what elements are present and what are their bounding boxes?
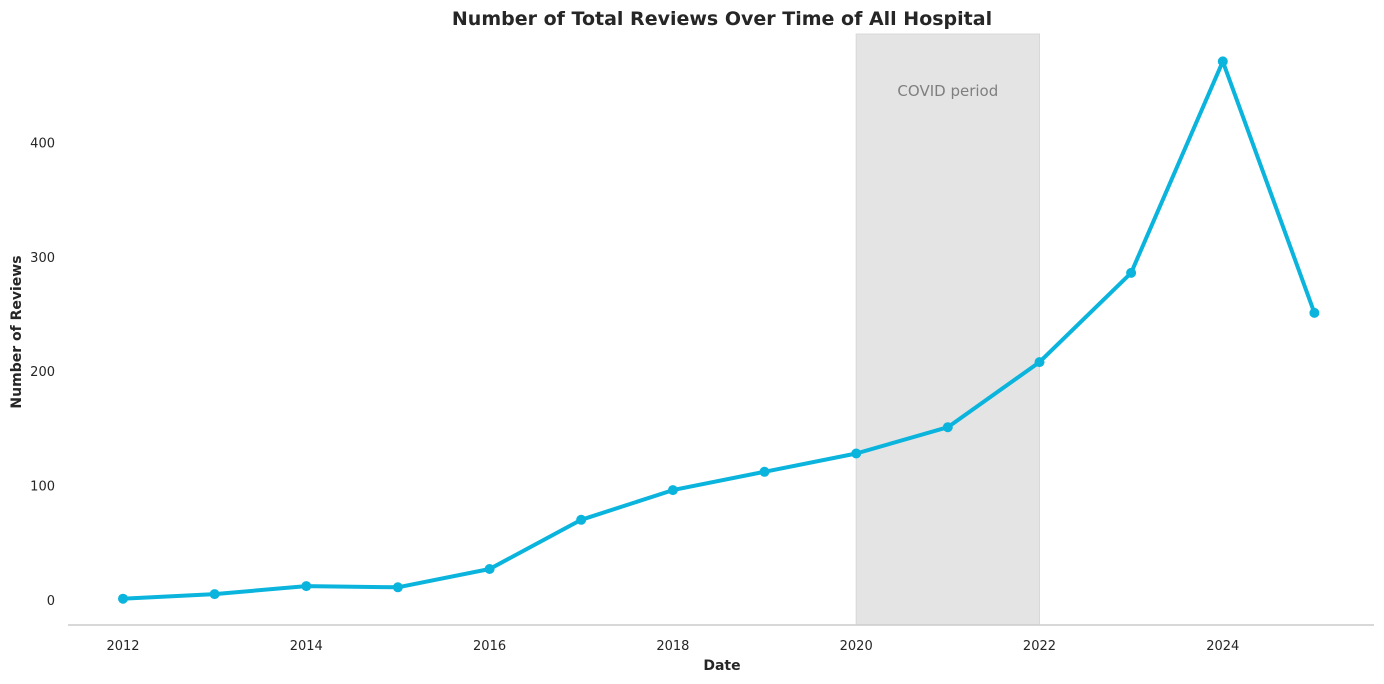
x-tick-label: 2024 (1206, 639, 1239, 654)
data-points (118, 56, 1320, 604)
data-point (1309, 307, 1320, 318)
x-tick-label: 2014 (290, 639, 323, 654)
series-line (121, 59, 1317, 601)
data-point (1217, 56, 1228, 67)
x-tick-labels: 2012 2014 2016 2018 2020 2022 2024 (106, 639, 1239, 654)
data-point (209, 589, 220, 600)
data-point (1126, 267, 1137, 278)
x-tick-label: 2016 (473, 639, 506, 654)
x-axis-label: Date (703, 658, 740, 674)
y-tick-label: 100 (30, 480, 55, 495)
x-tick-label: 2012 (106, 639, 139, 654)
data-point (301, 581, 312, 592)
data-point (942, 422, 953, 433)
x-tick-label: 2022 (1023, 639, 1056, 654)
y-tick-label: 200 (30, 365, 55, 380)
data-point (667, 485, 678, 496)
data-point (576, 514, 587, 525)
data-point (1034, 357, 1045, 368)
chart-title: Number of Total Reviews Over Time of All… (452, 8, 992, 30)
y-tick-label: 0 (47, 594, 55, 609)
data-point (118, 593, 128, 604)
data-point (484, 564, 495, 574)
x-tick-label: 2020 (840, 639, 873, 654)
y-tick-labels: 0 100 200 300 400 (30, 137, 55, 609)
y-tick-label: 400 (30, 137, 55, 152)
covid-period-label: COVID period (897, 82, 998, 100)
y-axis-label: Number of Reviews (9, 255, 25, 408)
covid-shaded-region (855, 33, 1040, 626)
data-point (851, 448, 862, 459)
x-tick-label: 2018 (656, 639, 689, 654)
data-point (759, 466, 770, 477)
data-point (392, 582, 403, 593)
y-tick-label: 300 (30, 251, 55, 266)
